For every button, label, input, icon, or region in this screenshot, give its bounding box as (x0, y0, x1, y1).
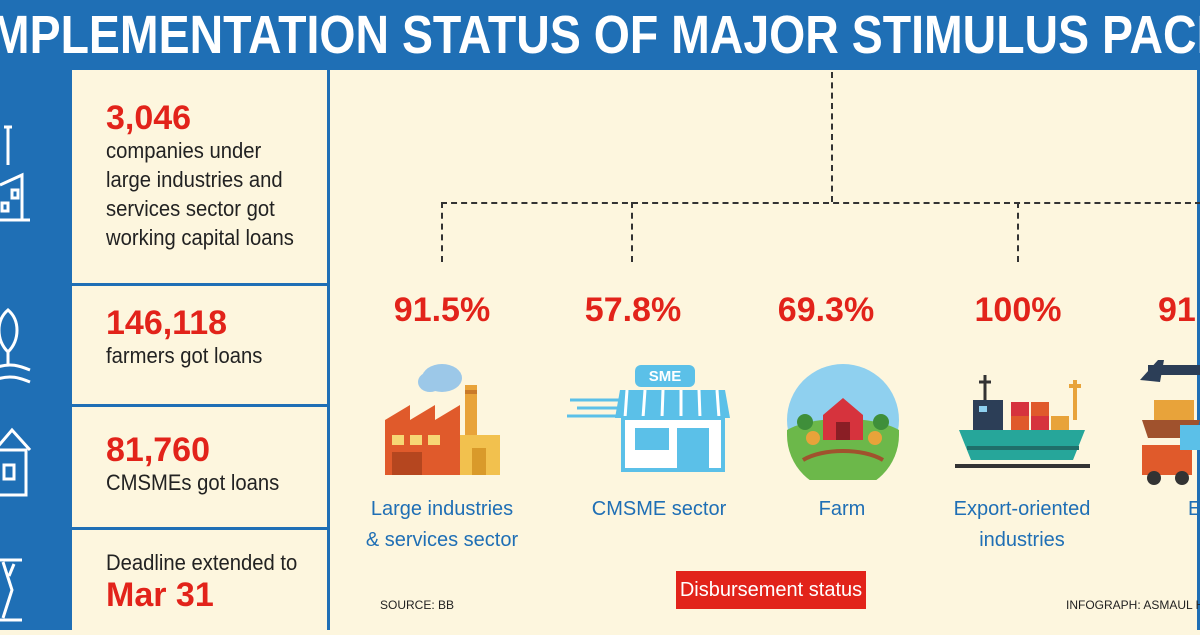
sector-label-line: & services sector (365, 529, 519, 551)
export-transport-icon (1140, 360, 1200, 495)
cargo-ship-icon (955, 360, 1090, 480)
sector-label-line: Farm (818, 498, 866, 520)
connector-line (441, 202, 443, 262)
sector-percent: 91 (1158, 291, 1196, 329)
connector-line (631, 202, 633, 262)
sector-label-line: E (1188, 498, 1200, 520)
stat-deadline: Deadline extended to Mar 31 (106, 548, 326, 613)
sme-shop-icon (565, 360, 735, 480)
sector-percent: 100% (974, 291, 1062, 329)
sector-label-large-industries: Large industries & services sector (342, 494, 542, 556)
sector-percent: 69.3% (777, 291, 875, 329)
sector-label-cmsme: CMSME sector (559, 494, 759, 525)
sector-label-export: Export-oriented industries (922, 494, 1122, 556)
stat-value: 81,760 (106, 431, 210, 469)
farm-barn-icon (783, 360, 903, 491)
plant-outline-icon (0, 290, 72, 400)
source-note: SOURCE: BB (380, 598, 455, 612)
factory-icon (380, 360, 505, 485)
stat-description-line: large industries and (106, 167, 283, 192)
connector-line (831, 72, 833, 202)
stat-description-line: CMSMEs got loans (106, 470, 280, 495)
infograph-credit: INFOGRAPH: ASMAUL HO (1066, 598, 1200, 612)
stat-value: 3,046 (106, 99, 192, 137)
right-border (1197, 70, 1200, 630)
stat-value: 146,118 (106, 304, 228, 342)
sector-label-partial: E (1188, 494, 1200, 525)
factory-outline-icon (0, 125, 72, 245)
stat-farmers: 146,118 farmers got loans (106, 305, 326, 370)
sector-label-line: industries (979, 529, 1065, 551)
stat-divider (0, 283, 330, 286)
stat-divider (0, 527, 330, 530)
stat-pre-text: Deadline extended to (106, 550, 298, 575)
sme-sign: SME (648, 368, 682, 385)
stat-description-line: services sector got (106, 196, 275, 221)
stat-value: Mar 31 (106, 576, 214, 614)
hourglass-outline-icon (0, 550, 72, 630)
stat-description-line: working capital loans (106, 225, 294, 250)
left-icon-strip (0, 70, 72, 630)
connector-line (1017, 202, 1019, 262)
sector-percent: 57.8% (584, 291, 682, 329)
stat-description-line: companies under (106, 138, 262, 163)
stat-divider (0, 404, 330, 407)
shop-outline-icon (0, 420, 72, 530)
stat-description-line: farmers got loans (106, 343, 263, 368)
disbursement-status-badge: Disbursement status (676, 571, 866, 609)
stat-cmsmes: 81,760 CMSMEs got loans (106, 432, 326, 497)
connector-line (441, 202, 1200, 204)
sector-label-line: Large industries (370, 498, 514, 520)
sector-label-farm: Farm (742, 494, 942, 525)
stat-companies: 3,046 companies under large industries a… (106, 100, 326, 252)
header-banner: IMPLEMENTATION STATUS OF MAJOR STIMULUS … (0, 0, 1200, 70)
sector-label-line: CMSME sector (591, 498, 727, 520)
column-divider (327, 70, 330, 630)
page-title: IMPLEMENTATION STATUS OF MAJOR STIMULUS … (0, 5, 1200, 65)
sector-percent: 91.5% (393, 291, 491, 329)
sector-label-line: Export-oriented (953, 498, 1091, 520)
stats-column (72, 70, 327, 630)
